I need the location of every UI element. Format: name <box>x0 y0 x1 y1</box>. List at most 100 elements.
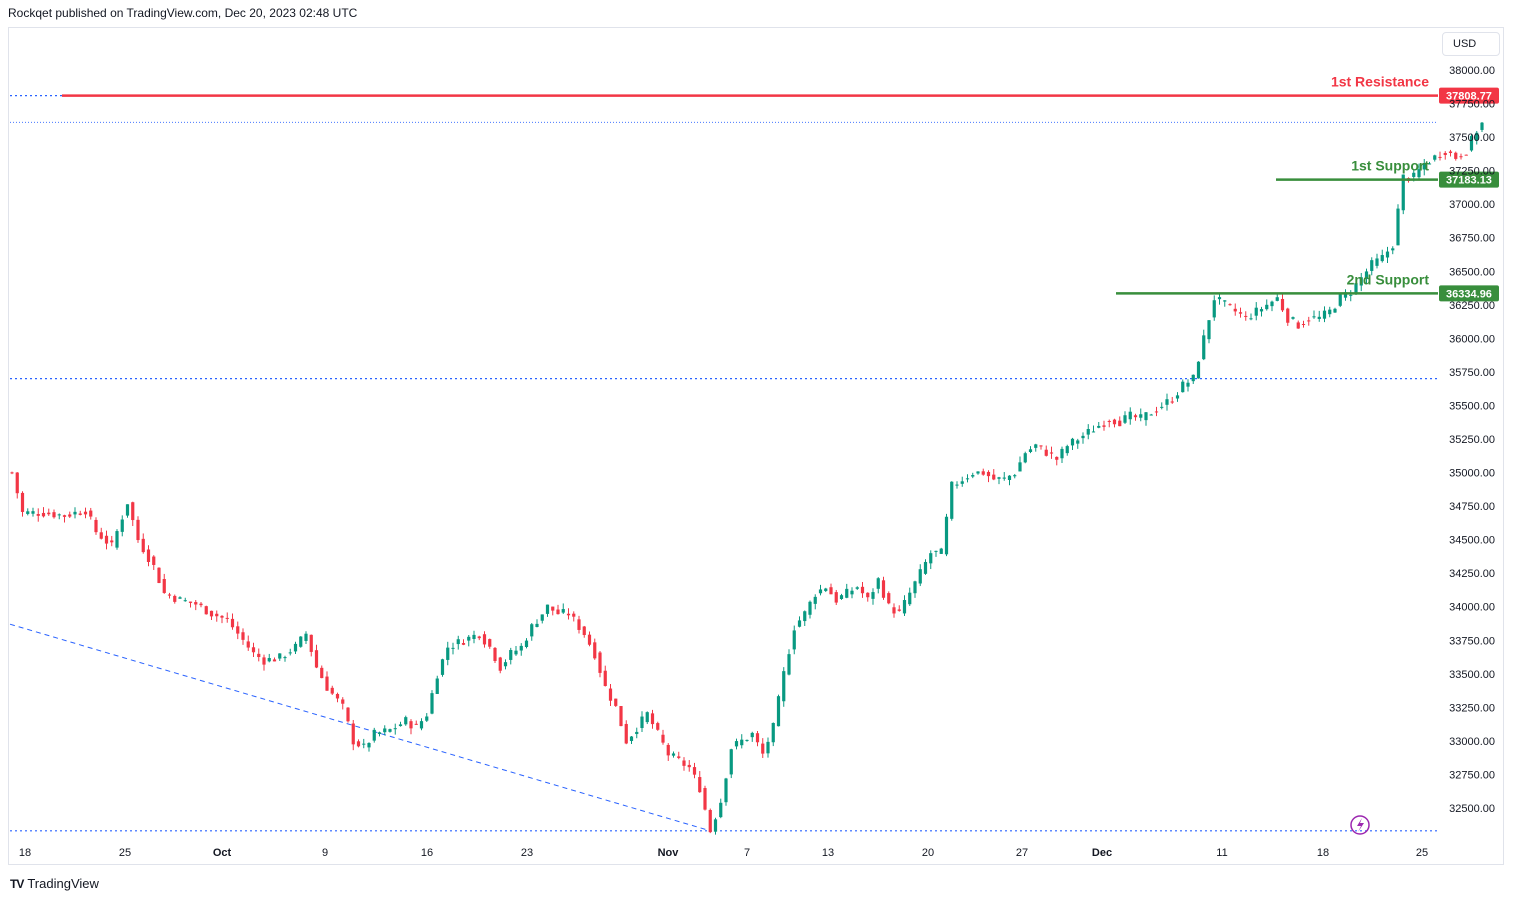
candle-body <box>813 596 817 604</box>
candle-body <box>834 592 838 603</box>
candle-body <box>656 723 660 730</box>
price-axis[interactable]: 38000.00 37750.00 37500.00 37250.00 37000.00… <box>1449 65 1495 815</box>
candle-body <box>677 756 681 758</box>
candle-body <box>341 699 345 704</box>
time-tick-label: 16 <box>421 847 433 859</box>
candle-body <box>818 589 823 594</box>
candle-body <box>771 722 775 743</box>
candle-body <box>1018 462 1022 472</box>
candle-body <box>236 626 240 634</box>
price-tick-label: 35250.00 <box>1449 434 1495 446</box>
candle-body <box>1065 446 1069 454</box>
candle-body <box>719 802 723 818</box>
candle-body <box>356 741 361 747</box>
candle-body <box>414 723 418 725</box>
candle-body <box>409 721 413 729</box>
candle-body <box>960 481 964 484</box>
currency-selector[interactable]: USD <box>1442 32 1500 56</box>
candle-body <box>215 613 219 617</box>
candle-body <box>1459 156 1463 158</box>
candle-body <box>1333 308 1337 313</box>
price-tick-label: 37750.00 <box>1449 99 1495 111</box>
candle-body <box>183 600 187 602</box>
candle-body <box>572 613 576 617</box>
candle-body <box>57 514 61 516</box>
candle-body <box>687 764 691 768</box>
brand-name: TradingView <box>27 876 99 891</box>
candle-body <box>120 519 124 532</box>
candle-body <box>1422 163 1426 170</box>
candle-body <box>372 729 376 741</box>
candle-body <box>682 760 686 766</box>
price-tick-label: 32750.00 <box>1449 769 1495 781</box>
candle-body <box>1228 304 1232 306</box>
candle-body <box>1296 322 1300 329</box>
candle-body <box>713 819 718 832</box>
time-tick-label: 18 <box>19 847 31 859</box>
candle-body <box>104 535 109 544</box>
tradingview-logo[interactable]: TV TradingView <box>10 876 99 891</box>
candle-body <box>1291 317 1295 319</box>
candle-body <box>472 634 476 639</box>
candle-body <box>1307 320 1311 322</box>
candle-body <box>146 549 151 562</box>
price-tick-label: 35500.00 <box>1449 400 1495 412</box>
candle-body <box>1107 420 1111 422</box>
candle-body <box>1212 300 1216 318</box>
candle-body <box>1097 425 1101 428</box>
alert-icon[interactable] <box>1350 815 1370 835</box>
level-price-badge <box>1439 87 1499 104</box>
trendline <box>9 623 711 832</box>
candle-body <box>750 732 754 738</box>
candle-body <box>314 650 319 668</box>
candle-body <box>1112 419 1117 425</box>
candle-body <box>1427 163 1432 165</box>
candle-body <box>467 636 471 641</box>
candle-body <box>635 731 639 735</box>
candle-body <box>545 604 550 614</box>
candle-body <box>246 641 250 648</box>
candle-body <box>535 623 539 627</box>
price-tick-label: 35750.00 <box>1449 367 1495 379</box>
candle-body <box>1049 452 1054 454</box>
price-tick-label: 37000.00 <box>1449 199 1495 211</box>
candle-body <box>776 696 781 727</box>
time-axis[interactable]: 18 25 Oct 9 16 23 Nov 7 13 20 27 Dec 11 18 25 <box>19 847 1428 859</box>
candle-body <box>1364 271 1369 280</box>
time-tick-label: Nov <box>658 847 680 859</box>
candle-body <box>1475 132 1479 141</box>
price-tick-label: 37500.00 <box>1449 132 1495 144</box>
candle-body <box>377 732 382 735</box>
candle-body <box>887 593 891 604</box>
candle-body <box>782 671 786 702</box>
candle-body <box>556 609 560 615</box>
candle-body <box>477 636 481 639</box>
candle-body <box>1338 294 1342 306</box>
price-tick-label: 34500.00 <box>1449 535 1495 547</box>
candle-body <box>955 484 959 486</box>
candle-body <box>1301 323 1306 325</box>
candle-body <box>593 642 597 659</box>
candle-body <box>157 567 161 584</box>
level-label: 1st Support <box>1351 158 1429 174</box>
price-tick-label: 33000.00 <box>1449 736 1495 748</box>
candle-body <box>871 592 875 599</box>
time-tick-label: 23 <box>521 847 533 859</box>
candle-body <box>393 728 397 730</box>
candle-body <box>913 581 917 594</box>
candle-body <box>62 515 67 517</box>
candle-body <box>1286 308 1290 323</box>
candle-body <box>10 472 14 474</box>
candle-body <box>288 652 292 654</box>
candle-body <box>1160 406 1164 408</box>
candle-body <box>1385 251 1390 258</box>
candle-body <box>666 744 670 756</box>
candle-body <box>1469 135 1474 151</box>
candle-body <box>1207 320 1211 340</box>
candle-body <box>1139 414 1143 418</box>
candle-body <box>199 603 203 606</box>
candle-body <box>845 588 849 598</box>
candle-body <box>608 688 613 701</box>
candle-body <box>188 601 193 603</box>
